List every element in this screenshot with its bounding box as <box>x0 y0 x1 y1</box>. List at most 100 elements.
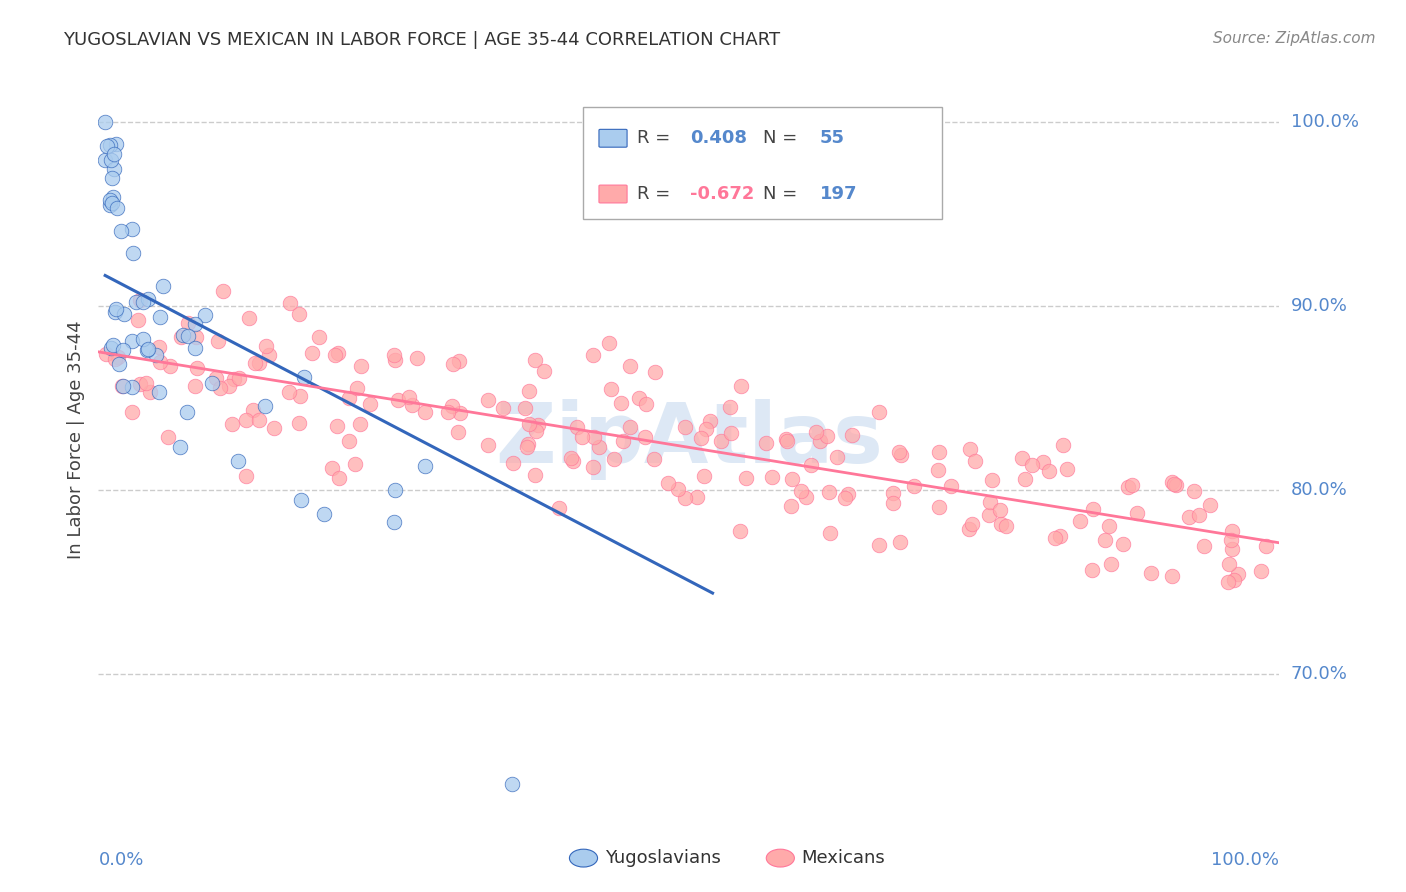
Point <box>817 429 839 443</box>
Point <box>1192 539 1215 553</box>
Point <box>1121 477 1143 491</box>
Text: R =: R = <box>637 129 676 147</box>
Point <box>132 333 155 347</box>
Point <box>184 378 207 392</box>
Point <box>103 337 125 351</box>
Point <box>136 292 159 306</box>
Point <box>957 522 980 536</box>
Point <box>1250 564 1272 578</box>
Point <box>346 381 368 395</box>
Point <box>194 308 217 322</box>
Point <box>441 400 464 414</box>
Y-axis label: In Labor Force | Age 35-44: In Labor Force | Age 35-44 <box>66 320 84 558</box>
Point <box>308 330 330 344</box>
Point <box>312 507 335 521</box>
Point <box>292 370 315 384</box>
Point <box>513 401 536 416</box>
Point <box>627 391 650 405</box>
Point <box>796 490 818 504</box>
Point <box>643 451 665 466</box>
Point <box>560 451 582 466</box>
Point <box>673 420 696 434</box>
Point <box>523 467 546 482</box>
Point <box>927 463 949 477</box>
Point <box>96 347 118 361</box>
Point <box>121 405 143 419</box>
Point <box>980 473 1002 487</box>
Point <box>517 384 540 399</box>
Point <box>437 405 460 419</box>
Circle shape <box>766 849 794 867</box>
Point <box>889 534 911 549</box>
Point <box>184 318 207 332</box>
Point <box>1164 478 1187 492</box>
Point <box>169 440 191 454</box>
Point <box>492 401 515 415</box>
Point <box>337 392 360 406</box>
Point <box>125 295 148 310</box>
Point <box>818 526 841 541</box>
Point <box>104 351 127 366</box>
Point <box>139 384 162 399</box>
Point <box>290 492 312 507</box>
Point <box>100 153 122 167</box>
Point <box>562 454 585 468</box>
Point <box>582 459 605 474</box>
Point <box>636 397 658 411</box>
Point <box>779 499 801 513</box>
Point <box>612 434 634 448</box>
Point <box>775 432 797 446</box>
Point <box>1160 569 1182 583</box>
Point <box>263 421 285 435</box>
Point <box>170 330 193 344</box>
Point <box>132 294 155 309</box>
Text: 0.408: 0.408 <box>690 129 748 147</box>
Point <box>1052 438 1074 452</box>
Point <box>1094 533 1116 547</box>
Point <box>1081 563 1104 577</box>
Text: 90.0%: 90.0% <box>1291 297 1347 315</box>
Point <box>502 456 524 470</box>
Point <box>384 483 406 497</box>
Point <box>328 471 350 485</box>
Point <box>603 452 626 467</box>
Text: Mexicans: Mexicans <box>801 849 886 867</box>
Point <box>301 346 323 360</box>
Point <box>994 519 1017 533</box>
Point <box>720 426 742 441</box>
Point <box>278 296 301 310</box>
Point <box>211 284 233 298</box>
FancyBboxPatch shape <box>599 186 627 203</box>
Text: 70.0%: 70.0% <box>1291 665 1347 682</box>
Point <box>177 316 200 330</box>
Point <box>571 429 593 443</box>
Point <box>94 115 117 129</box>
Point <box>1163 476 1185 491</box>
Point <box>449 406 471 420</box>
Point <box>218 379 240 393</box>
Point <box>882 496 904 510</box>
Point <box>127 313 149 327</box>
Point <box>98 197 121 211</box>
Point <box>1118 479 1140 493</box>
Point <box>1140 566 1163 580</box>
Point <box>406 351 429 365</box>
Point <box>1182 484 1205 499</box>
Point <box>103 161 125 176</box>
Point <box>321 460 343 475</box>
Point <box>657 475 679 490</box>
Point <box>1161 475 1184 489</box>
Point <box>619 420 641 434</box>
Point <box>644 365 666 379</box>
Point <box>477 393 499 408</box>
Point <box>1188 508 1211 523</box>
Point <box>148 340 170 354</box>
Point <box>728 524 751 538</box>
Point <box>112 307 135 321</box>
Point <box>101 190 124 204</box>
Point <box>800 458 823 472</box>
Text: YUGOSLAVIAN VS MEXICAN IN LABOR FORCE | AGE 35-44 CORRELATION CHART: YUGOSLAVIAN VS MEXICAN IN LABOR FORCE | … <box>63 31 780 49</box>
Point <box>98 193 121 207</box>
Point <box>104 136 127 151</box>
Point <box>928 445 950 459</box>
